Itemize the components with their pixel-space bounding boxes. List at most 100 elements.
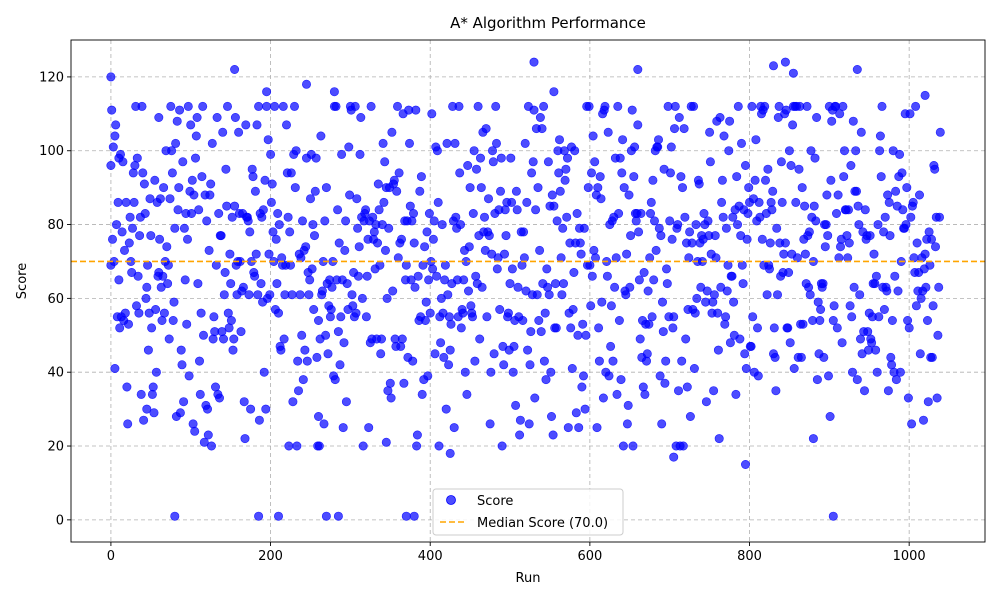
scatter-point — [915, 349, 925, 359]
scatter-point — [488, 157, 498, 167]
scatter-point — [173, 205, 183, 215]
scatter-point — [933, 330, 943, 340]
scatter-point — [855, 334, 865, 344]
scatter-point — [808, 434, 818, 444]
scatter-point — [630, 142, 640, 152]
scatter-point — [648, 175, 658, 185]
scatter-point — [654, 223, 664, 233]
scatter-point — [212, 113, 222, 123]
scatter-point — [254, 415, 264, 425]
scatter-point — [768, 61, 778, 71]
scatter-point — [114, 153, 124, 163]
scatter-point — [677, 183, 687, 193]
scatter-point — [196, 308, 206, 318]
scatter-point — [353, 223, 363, 233]
scatter-point — [876, 172, 886, 182]
scatter-point — [132, 153, 142, 163]
scatter-point — [225, 249, 235, 259]
scatter-point — [445, 345, 455, 355]
scatter-point — [794, 164, 804, 174]
scatter-point — [528, 157, 538, 167]
scatter-point — [301, 79, 311, 89]
scatter-point — [444, 360, 454, 370]
scatter-point — [875, 131, 885, 141]
scatter-point — [159, 183, 169, 193]
scatter-point — [451, 212, 461, 222]
scatter-point — [928, 301, 938, 311]
scatter-point — [399, 378, 409, 388]
scatter-point — [515, 430, 525, 440]
scatter-point — [140, 209, 150, 219]
scatter-point — [721, 223, 731, 233]
scatter-point — [271, 234, 281, 244]
scatter-point — [316, 131, 326, 141]
scatter-point — [245, 227, 255, 237]
scatter-point — [797, 183, 807, 193]
scatter-point — [209, 312, 219, 322]
scatter-point — [344, 142, 354, 152]
scatter-point — [428, 234, 438, 244]
scatter-point — [884, 197, 894, 207]
scatter-point — [285, 227, 295, 237]
scatter-point — [877, 101, 887, 111]
scatter-point — [272, 279, 282, 289]
scatter-point — [464, 242, 474, 252]
scatter-point — [320, 216, 330, 226]
scatter-point — [541, 375, 551, 385]
scatter-point — [413, 271, 423, 281]
scatter-point — [469, 146, 479, 156]
scatter-point — [304, 290, 314, 300]
scatter-point — [369, 227, 379, 237]
scatter-point — [681, 334, 691, 344]
scatter-point — [907, 419, 917, 429]
scatter-point — [882, 286, 892, 296]
scatter-point — [788, 68, 798, 78]
scatter-point — [121, 197, 131, 207]
scatter-point — [835, 109, 845, 119]
y-tick-label: 80 — [47, 218, 64, 233]
scatter-point — [567, 363, 577, 373]
scatter-point — [810, 153, 820, 163]
scatter-point — [717, 175, 727, 185]
scatter-point — [167, 146, 177, 156]
scatter-point — [727, 271, 737, 281]
scatter-point — [382, 293, 392, 303]
scatter-point — [811, 216, 821, 226]
scatter-point — [468, 209, 478, 219]
scatter-point — [596, 194, 606, 204]
scatter-point — [293, 356, 303, 366]
scatter-point — [846, 161, 856, 171]
scatter-point — [354, 242, 364, 252]
scatter-point — [818, 279, 828, 289]
scatter-point — [819, 352, 829, 362]
scatter-point — [111, 120, 121, 130]
scatter-point — [769, 323, 779, 333]
scatter-point — [604, 371, 614, 381]
scatter-point — [114, 275, 124, 285]
scatter-point — [738, 279, 748, 289]
scatter-point — [539, 101, 549, 111]
scatter-point — [454, 101, 464, 111]
scatter-point — [635, 334, 645, 344]
scatter-point — [644, 319, 654, 329]
scatter-point — [732, 172, 742, 182]
scatter-point — [871, 271, 881, 281]
scatter-point — [297, 216, 307, 226]
scatter-point — [633, 65, 643, 75]
scatter-point — [113, 197, 123, 207]
scatter-point — [621, 290, 631, 300]
scatter-point — [139, 179, 149, 189]
scatter-point — [902, 183, 912, 193]
scatter-point — [713, 345, 723, 355]
scatter-point — [634, 227, 644, 237]
scatter-point — [916, 293, 926, 303]
scatter-point — [179, 223, 189, 233]
scatter-point — [228, 345, 238, 355]
scatter-point — [143, 345, 153, 355]
scatter-point — [289, 101, 299, 111]
scatter-point — [164, 334, 174, 344]
scatter-point — [257, 212, 267, 222]
scatter-point — [606, 301, 616, 311]
scatter-point — [183, 234, 193, 244]
